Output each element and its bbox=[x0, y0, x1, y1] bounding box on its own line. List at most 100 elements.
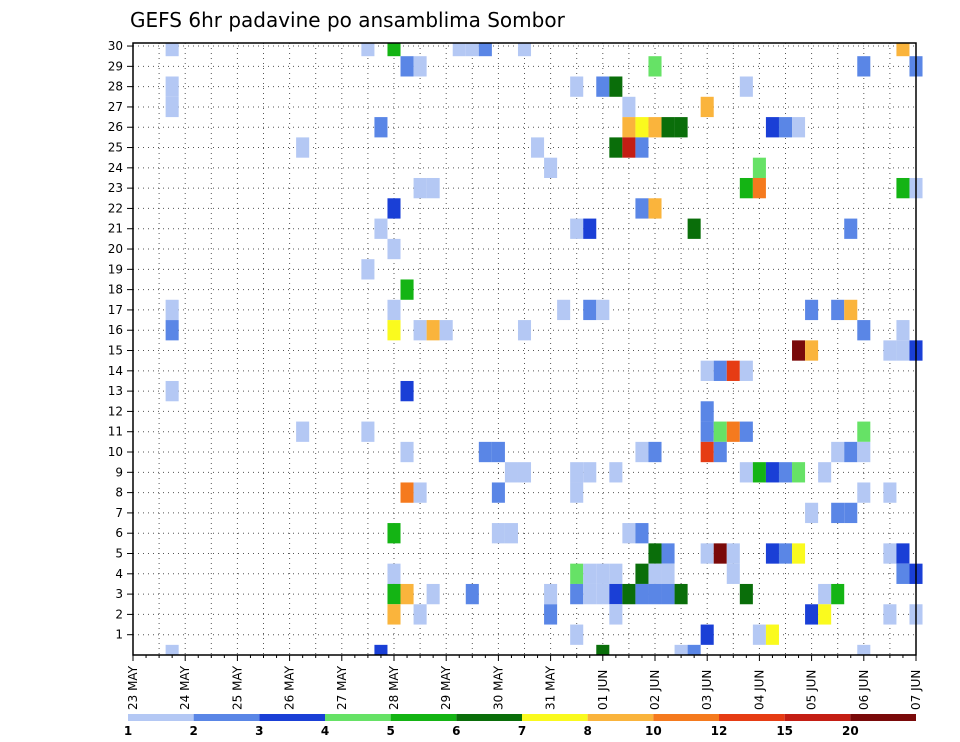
y-tick-label: 13 bbox=[108, 384, 123, 398]
legend: 1 2 3 4 5 6 7 8 10 12 15 20 bbox=[124, 714, 916, 738]
y-tick-label: 11 bbox=[108, 425, 123, 439]
heatmap-cell bbox=[387, 238, 401, 260]
heatmap-cell bbox=[739, 360, 753, 381]
heatmap-cell bbox=[831, 502, 845, 524]
heatmap-cell bbox=[426, 177, 440, 199]
heatmap-cell bbox=[478, 441, 492, 463]
heatmap-cell bbox=[674, 644, 688, 655]
heatmap-cell bbox=[818, 604, 832, 625]
heatmap-cell bbox=[805, 299, 819, 321]
heatmap-cell bbox=[648, 583, 662, 605]
legend-label: 2 bbox=[189, 724, 197, 738]
heatmap-cell bbox=[844, 218, 858, 239]
heatmap-cell bbox=[165, 299, 179, 321]
heatmap-cell bbox=[700, 543, 714, 564]
heatmap-cell bbox=[165, 43, 179, 57]
x-tick-label: 23 MAY bbox=[126, 665, 140, 710]
heatmap-cell bbox=[765, 543, 779, 564]
heatmap-cell bbox=[896, 543, 910, 564]
heatmap-cell bbox=[517, 320, 532, 341]
heatmap-cell bbox=[635, 441, 649, 463]
heatmap-cell bbox=[609, 604, 623, 625]
heatmap-cell bbox=[400, 380, 414, 402]
heatmap-cell bbox=[739, 462, 753, 483]
heatmap-cell bbox=[778, 462, 793, 483]
heatmap-cell bbox=[609, 563, 623, 584]
heatmap-cell bbox=[387, 198, 401, 219]
heatmap-cell bbox=[896, 43, 910, 57]
y-tick-label: 3 bbox=[115, 587, 123, 601]
heatmap-cell bbox=[674, 583, 688, 605]
heatmap-cell bbox=[439, 320, 453, 341]
x-tick-label: 27 MAY bbox=[335, 665, 349, 710]
legend-swatch bbox=[719, 714, 785, 721]
heatmap-cell bbox=[400, 583, 414, 605]
y-tick-label: 22 bbox=[108, 201, 123, 215]
heatmap-cell bbox=[361, 43, 375, 57]
heatmap-cell bbox=[805, 340, 819, 361]
heatmap-cell bbox=[517, 462, 532, 483]
heatmap-cell bbox=[844, 441, 858, 463]
heatmap-cell bbox=[635, 563, 649, 584]
heatmap-cell bbox=[387, 563, 401, 584]
legend-swatch bbox=[390, 714, 457, 721]
heatmap-cell bbox=[622, 583, 636, 605]
legend-label: 4 bbox=[321, 724, 329, 738]
heatmap-cell bbox=[713, 441, 727, 463]
heatmap-cell bbox=[896, 563, 910, 584]
heatmap-cell bbox=[765, 624, 779, 645]
heatmap-cell bbox=[700, 96, 714, 118]
heatmap-cell bbox=[570, 462, 584, 483]
heatmap-cell bbox=[622, 137, 636, 158]
x-tick-label: 28 MAY bbox=[387, 665, 401, 710]
heatmap-cell bbox=[361, 421, 375, 442]
heatmap-cell bbox=[857, 56, 871, 77]
heatmap-cell bbox=[661, 117, 675, 138]
heatmap-cell bbox=[374, 117, 388, 138]
heatmap-cell bbox=[387, 604, 401, 625]
heatmap-cell bbox=[165, 380, 179, 402]
heatmap-cell bbox=[635, 523, 649, 544]
heatmap-cell bbox=[531, 137, 545, 158]
heatmap-cell bbox=[726, 421, 740, 442]
heatmap-cell bbox=[883, 604, 897, 625]
y-tick-label: 24 bbox=[108, 161, 123, 175]
heatmap-cell bbox=[165, 76, 179, 97]
legend-swatch bbox=[456, 714, 522, 721]
heatmap-cell bbox=[583, 563, 597, 584]
heatmap-cell bbox=[635, 137, 649, 158]
x-tick-label: 29 MAY bbox=[439, 665, 453, 710]
y-tick-label: 19 bbox=[108, 262, 123, 276]
heatmap-cell bbox=[896, 177, 910, 199]
heatmap-cell bbox=[883, 482, 897, 503]
heatmap-cell bbox=[648, 441, 662, 463]
x-tick-label: 26 MAY bbox=[283, 665, 297, 710]
heatmap-cell bbox=[739, 421, 753, 442]
heatmap-cell bbox=[700, 441, 714, 463]
heatmap-cell bbox=[831, 441, 845, 463]
heatmap-cell bbox=[857, 441, 871, 463]
y-tick-label: 20 bbox=[108, 242, 123, 256]
legend-label: 7 bbox=[518, 724, 526, 738]
heatmap-cell bbox=[635, 198, 649, 219]
heatmap-cell bbox=[831, 583, 845, 605]
y-tick-label: 26 bbox=[108, 120, 123, 134]
heatmap-cell bbox=[544, 604, 558, 625]
heatmap-cell bbox=[700, 421, 714, 442]
heatmap-cell bbox=[609, 76, 623, 97]
heatmap-cell bbox=[296, 421, 310, 442]
heatmap-cell bbox=[792, 117, 806, 138]
heatmap-cell bbox=[165, 320, 179, 341]
heatmap-cell bbox=[609, 462, 623, 483]
heatmap-cell bbox=[609, 583, 623, 605]
heatmap-cell bbox=[896, 320, 910, 341]
legend-label: 12 bbox=[711, 724, 728, 738]
heatmap-cell bbox=[609, 137, 623, 158]
heatmap-cell bbox=[426, 583, 440, 605]
legend-swatch bbox=[653, 714, 719, 721]
y-tick-label: 5 bbox=[115, 547, 123, 561]
x-tick-label: 01 JUN bbox=[596, 670, 610, 710]
heatmap-cell bbox=[570, 583, 584, 605]
y-tick-label: 6 bbox=[115, 526, 123, 540]
heatmap-cell bbox=[844, 299, 858, 321]
